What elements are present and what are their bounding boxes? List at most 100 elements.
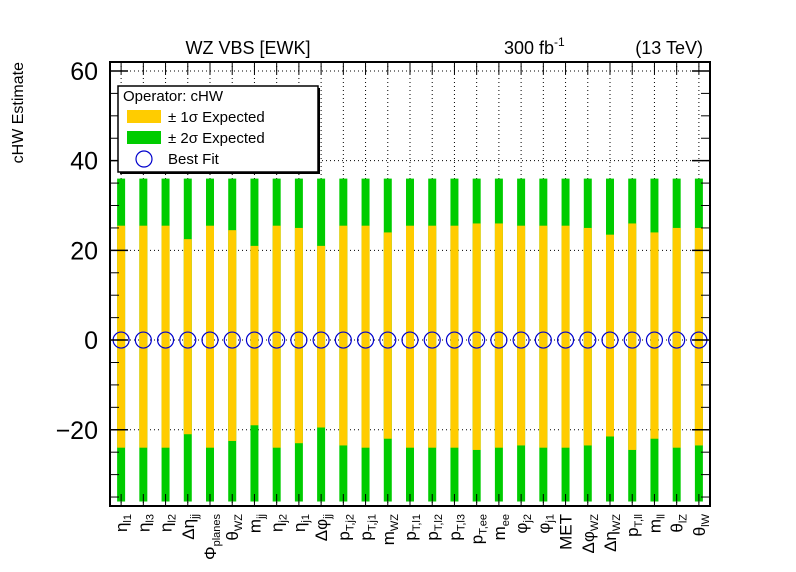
x-tick-label: mll: [645, 514, 667, 533]
energy-label: (13 TeV): [635, 38, 703, 58]
best-fit-marker: [490, 331, 508, 349]
y-tick-label: 20: [70, 237, 98, 265]
bar-1sigma: [450, 225, 459, 448]
best-fit-marker: [556, 331, 575, 349]
bar-1sigma: [428, 225, 437, 448]
legend-box-shadow-right: [318, 88, 320, 174]
legend-label-1sigma: ± 1σ Expected: [168, 109, 265, 126]
bar-1sigma: [383, 232, 392, 439]
bar-1sigma: [672, 227, 681, 448]
best-fit-marker: [134, 331, 152, 349]
bar-1sigma: [272, 225, 281, 448]
bar-1sigma: [628, 223, 637, 450]
best-fit-marker: [334, 331, 352, 349]
bar-1sigma: [472, 223, 481, 450]
x-tick-label: pT,l3: [445, 514, 467, 541]
bar-1sigma: [183, 239, 192, 435]
bar-1sigma: [539, 225, 548, 448]
best-fit-marker: [579, 331, 597, 349]
luminosity-exponent: -1: [554, 35, 565, 49]
x-tick-label: ηj1: [290, 514, 312, 532]
best-fit-marker: [156, 331, 175, 349]
axes: −20 0 20 40 60: [56, 58, 710, 506]
y-axis-label: cHW Estimate: [10, 62, 27, 163]
bar-1sigma: [361, 225, 370, 448]
best-fit-marker: [201, 331, 219, 349]
legend-marker-best-fit: [135, 150, 153, 168]
bar-1sigma: [117, 225, 126, 448]
best-fit-marker: [268, 331, 286, 349]
x-tick-label: Δηjj: [179, 514, 201, 540]
bar-1sigma: [206, 225, 214, 448]
best-fit-marker: [290, 331, 308, 349]
x-tick-label: θlW: [690, 513, 712, 536]
luminosity-label: 300 fb-1: [504, 35, 565, 58]
bar-1sigma: [694, 227, 703, 446]
x-tick-label: θWZ: [223, 514, 245, 541]
legend-box-shadow-bottom: [120, 172, 320, 174]
best-fit-marker: [423, 331, 441, 349]
legend-swatch-1sigma: [127, 110, 161, 123]
bar-1sigma: [583, 227, 592, 446]
x-tick-label: mWZ: [379, 514, 401, 546]
best-fit-marker: [645, 331, 664, 349]
x-tick-label: pT,ee: [468, 514, 490, 544]
x-tick-label: pT,j1: [357, 514, 379, 541]
bar-1sigma: [650, 232, 659, 439]
best-fit-points: [112, 331, 708, 349]
x-tick-label: ΔφWZ: [579, 514, 601, 554]
legend-title: Operator: cHW: [123, 88, 224, 105]
x-tick-label: MET: [557, 514, 576, 550]
bar-1sigma: [339, 225, 348, 446]
bars: [117, 178, 703, 502]
legend-label-2sigma: ± 2σ Expected: [168, 130, 265, 147]
legend-swatch-2sigma: [127, 131, 161, 144]
bar-1sigma: [161, 225, 170, 448]
best-fit-marker: [356, 331, 375, 349]
best-fit-marker: [401, 331, 419, 349]
best-fit-marker: [468, 331, 486, 349]
best-fit-marker: [223, 331, 241, 349]
best-fit-marker: [534, 331, 552, 349]
y-tick-label: 0: [84, 327, 98, 355]
best-fit-marker: [668, 331, 686, 349]
x-tick-label: φj1: [534, 514, 556, 534]
best-fit-marker: [601, 331, 619, 349]
bar-1sigma: [406, 225, 414, 448]
bar-1sigma: [228, 230, 237, 441]
chart-header-title: WZ VBS [EWK]: [185, 38, 310, 58]
legend-label-best-fit: Best Fit: [168, 151, 220, 168]
bar-1sigma: [317, 245, 326, 428]
best-fit-marker: [179, 331, 197, 349]
x-tick-label: ηj2: [268, 514, 290, 532]
x-tick-label: pT,j2: [334, 514, 356, 541]
x-tick-label: φj2: [512, 514, 534, 534]
x-tick-label: pT,ll: [623, 514, 645, 537]
best-fit-marker: [312, 331, 330, 349]
best-fit-marker: [245, 331, 264, 349]
x-tick-label: Φplanes: [201, 514, 223, 560]
bar-1sigma: [561, 225, 570, 448]
y-tick-label: 60: [70, 58, 98, 86]
best-fit-marker: [445, 331, 464, 349]
best-fit-marker: [623, 331, 641, 349]
x-tick-label: ηl2: [157, 514, 179, 532]
y-tick-label: 40: [70, 148, 98, 176]
best-fit-marker: [512, 331, 530, 349]
bar-1sigma: [494, 223, 503, 448]
bar-1sigma: [606, 234, 614, 437]
x-tick-label: ηl1: [112, 514, 134, 532]
x-tick-label: pT,l2: [423, 514, 445, 541]
best-fit-marker: [379, 331, 397, 349]
x-tick-label: pT,l1: [401, 514, 423, 541]
x-tick-label: ηl3: [134, 514, 156, 532]
luminosity-value: 300 fb: [504, 38, 554, 58]
x-tick-label: Δφjj: [312, 514, 334, 541]
bar-1sigma: [517, 225, 526, 446]
x-tick-label: ΔηWZ: [601, 514, 623, 552]
x-tick-label: mee: [490, 514, 512, 540]
bar-1sigma: [250, 245, 259, 426]
legend: Operator: cHW ± 1σ Expected ± 2σ Expecte…: [117, 85, 320, 174]
x-tick-label: θlZ: [668, 514, 690, 533]
